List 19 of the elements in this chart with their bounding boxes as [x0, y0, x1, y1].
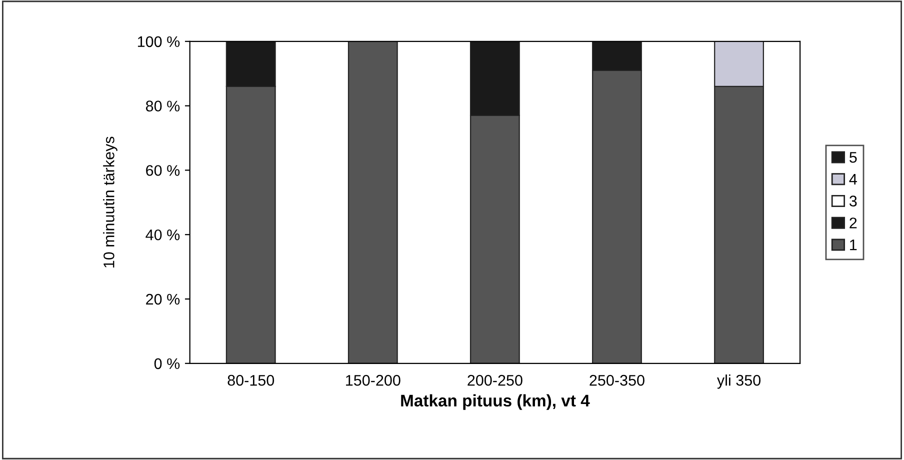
- legend-label: 1: [850, 240, 857, 250]
- legend-label: 4: [849, 174, 857, 184]
- y-tick-label: 40 %: [146, 229, 180, 240]
- y-tick-label: 60 %: [146, 165, 180, 176]
- bar: [348, 41, 398, 364]
- y-tick-label: 20 %: [146, 294, 180, 305]
- legend-label: 5: [850, 152, 857, 163]
- y-tick-label: 0 %: [154, 358, 180, 370]
- y-tick-label: 80 %: [146, 100, 180, 112]
- x-tick-label: yli 350: [716, 374, 761, 389]
- x-tick-label: 250-350: [590, 374, 644, 386]
- x-tick-label: 150-200: [346, 374, 400, 386]
- y-axis-title: 10 minuutin tärkeys: [103, 136, 118, 268]
- y-tick-label: 100 %: [138, 36, 180, 48]
- legend-label: 2: [850, 218, 857, 228]
- x-tick-label: 200-250: [468, 374, 522, 386]
- x-axis-title: Matkan pituus (km), vt 4: [401, 394, 590, 410]
- legend-label: 3: [849, 196, 857, 206]
- x-tick-label: 80-150: [228, 374, 274, 386]
